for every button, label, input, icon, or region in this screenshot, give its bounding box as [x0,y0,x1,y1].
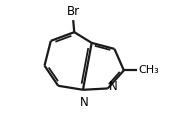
Text: Br: Br [67,5,80,18]
Text: N: N [80,96,89,109]
Text: N: N [109,79,118,93]
Text: CH₃: CH₃ [138,65,159,75]
